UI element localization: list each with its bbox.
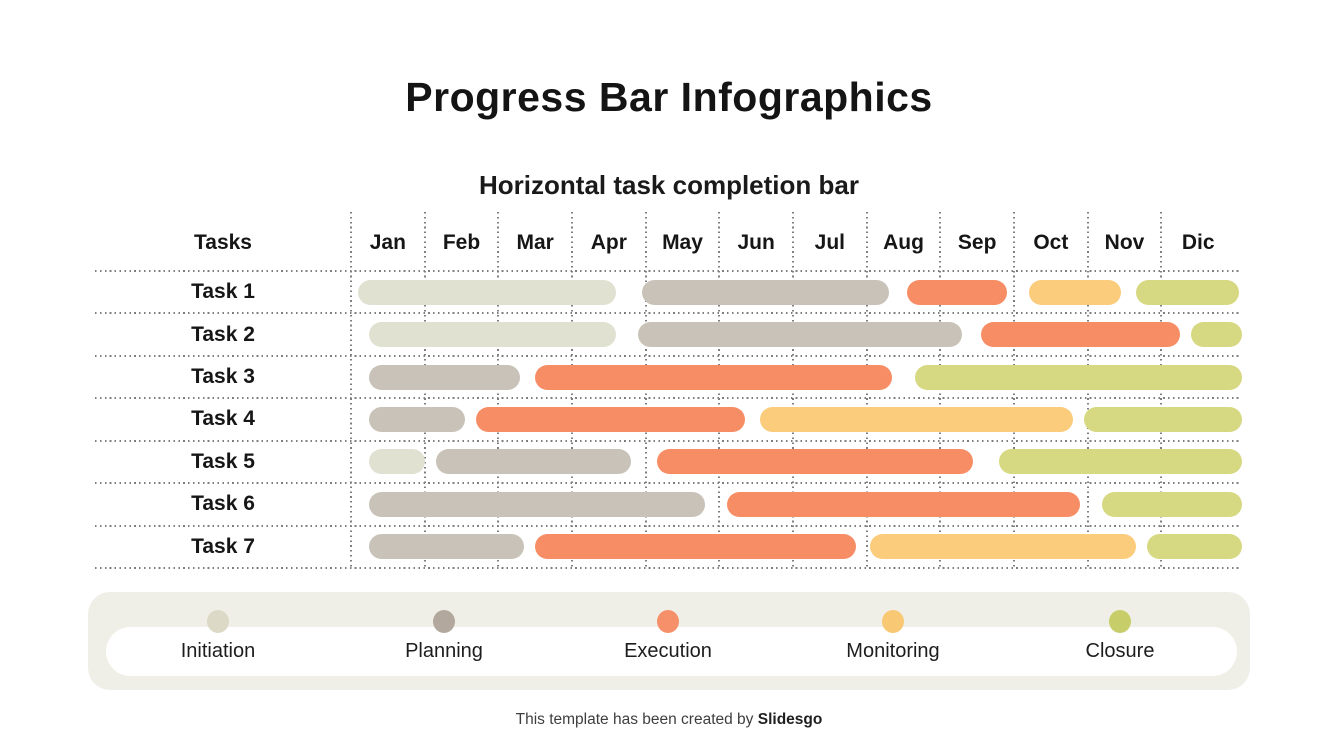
- gantt-bar-monitoring: [759, 407, 1073, 432]
- gantt-bar-planning: [369, 534, 525, 560]
- gantt-bar-monitoring: [1028, 279, 1121, 305]
- gantt-bar-execution: [656, 449, 974, 475]
- month-label-dic: Dic: [1181, 231, 1215, 254]
- legend-label-closure: Closure: [1085, 640, 1155, 662]
- gantt-bar-closure: [1135, 279, 1239, 305]
- grid-vline: [571, 212, 573, 568]
- gantt-bar-closure: [1190, 322, 1243, 348]
- grid-vline: [718, 212, 721, 568]
- grid-vline: [792, 212, 795, 568]
- tasks-column-header: Tasks: [194, 231, 252, 254]
- grid-hline: [95, 439, 1240, 442]
- legend-label-monitoring: Monitoring: [846, 640, 940, 662]
- grid-vline: [865, 212, 868, 568]
- footer-text: This template has been created by: [515, 711, 758, 728]
- month-label-mar: Mar: [516, 231, 554, 254]
- grid-vline: [497, 212, 500, 568]
- task-row-label: Task 5: [191, 449, 255, 473]
- grid-hline: [95, 354, 1240, 357]
- grid-vline: [1160, 212, 1163, 568]
- gantt-bar-closure: [999, 449, 1243, 475]
- grid-vline: [350, 212, 352, 568]
- chart-subtitle: Horizontal task completion bar: [479, 170, 859, 200]
- month-label-feb: Feb: [442, 231, 481, 254]
- month-label-nov: Nov: [1104, 231, 1145, 254]
- task-row-label: Task 4: [191, 407, 255, 431]
- month-label-sep: Sep: [957, 231, 997, 254]
- task-row-label: Task 2: [191, 322, 255, 346]
- legend-dot-execution: [657, 610, 679, 633]
- legend-dot-planning: [433, 610, 455, 633]
- grid-hline: [95, 567, 1240, 569]
- month-label-may: May: [662, 231, 703, 254]
- grid-vline: [1086, 212, 1089, 568]
- grid-vline: [1013, 212, 1016, 568]
- footer-brand: Slidesgo: [757, 711, 823, 728]
- month-label-jan: Jan: [369, 231, 406, 254]
- month-label-aug: Aug: [883, 231, 924, 254]
- gantt-bar-planning: [369, 491, 705, 517]
- grid-hline: [95, 482, 1240, 485]
- gantt-bar-execution: [907, 279, 1007, 305]
- legend-pill: [106, 627, 1237, 676]
- gantt-bar-planning: [641, 279, 889, 305]
- gantt-bar-closure: [914, 364, 1243, 390]
- gantt-bar-closure: [1146, 534, 1243, 560]
- grid-hline: [95, 397, 1240, 400]
- gantt-bar-closure: [1102, 491, 1243, 517]
- page-title: Progress Bar Infographics: [405, 74, 933, 120]
- gantt-bar-closure: [1084, 407, 1243, 432]
- gantt-bar-execution: [726, 491, 1081, 517]
- legend-dot-initiation: [207, 610, 229, 633]
- month-label-apr: Apr: [590, 231, 627, 254]
- legend-label-planning: Planning: [405, 640, 483, 662]
- task-row-label: Task 1: [191, 280, 255, 304]
- task-row-label: Task 6: [191, 492, 255, 516]
- grid-hline: [95, 524, 1240, 527]
- legend-dot-monitoring: [882, 610, 904, 633]
- grid-vline: [423, 212, 426, 568]
- gantt-bar-initiation: [358, 279, 617, 305]
- gantt-bar-execution: [535, 364, 893, 390]
- gantt-bar-execution: [980, 322, 1180, 348]
- grid-hline: [95, 270, 1240, 272]
- gantt-bar-execution: [535, 534, 856, 560]
- task-row-label: Task 7: [191, 534, 255, 558]
- gantt-bar-execution: [476, 407, 746, 432]
- gantt-bar-initiation: [369, 449, 425, 475]
- gantt-bar-initiation: [369, 322, 617, 348]
- task-row-label: Task 3: [191, 365, 255, 389]
- legend-label-execution: Execution: [624, 640, 712, 662]
- gantt-bar-planning: [369, 364, 521, 390]
- gantt-bar-planning: [638, 322, 963, 348]
- grid-vline: [939, 212, 942, 568]
- footer-credit: This template has been created by Slides…: [0, 711, 1338, 729]
- month-label-jul: Jul: [814, 231, 846, 254]
- grid-hline: [95, 312, 1240, 315]
- legend-label-initiation: Initiation: [180, 640, 256, 662]
- grid-vline: [644, 212, 647, 568]
- gantt-bar-planning: [369, 407, 466, 432]
- month-label-oct: Oct: [1033, 231, 1069, 254]
- month-label-jun: Jun: [737, 231, 775, 254]
- gantt-bar-monitoring: [870, 534, 1136, 560]
- legend-dot-closure: [1109, 610, 1131, 633]
- gantt-bar-planning: [435, 449, 631, 475]
